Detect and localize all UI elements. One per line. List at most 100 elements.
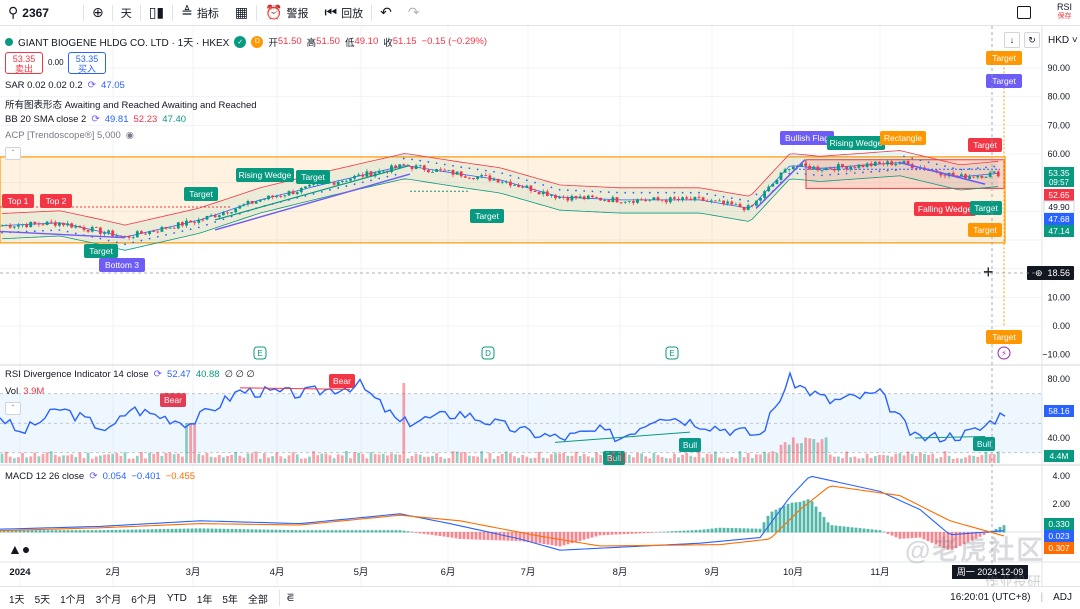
date-range-icon[interactable]: ⋷ bbox=[285, 591, 295, 605]
buy-button[interactable]: 53.35 买入 bbox=[68, 52, 106, 74]
macd-histogram-bar bbox=[902, 532, 906, 539]
sar-dot bbox=[542, 184, 545, 186]
interval-button[interactable]: 天 bbox=[113, 0, 140, 26]
scroll-down-button[interactable]: ↓ bbox=[1004, 32, 1020, 48]
bb-legend[interactable]: BB 20 SMA close 2 ⟳ 49.81 52.23 47.40 bbox=[5, 114, 186, 125]
macd-histogram-bar bbox=[562, 532, 566, 546]
macd-histogram-bar bbox=[94, 530, 98, 533]
layout-button[interactable]: ▦ bbox=[227, 0, 256, 26]
rsi-legend[interactable]: RSI Divergence Indicator 14 close ⟳ 52.4… bbox=[5, 369, 255, 380]
range-3m[interactable]: 3个月 bbox=[95, 594, 122, 606]
candle bbox=[82, 227, 86, 231]
volume-bar bbox=[439, 456, 443, 463]
sar-dot bbox=[173, 232, 176, 234]
candle bbox=[750, 205, 754, 206]
acp-legend[interactable]: ACP [Trendoscope®] 5,000 ◉ bbox=[5, 130, 134, 141]
redo-icon: ↷ bbox=[407, 4, 420, 20]
range-1y[interactable]: 1年 bbox=[196, 594, 213, 606]
range-1m[interactable]: 1个月 bbox=[60, 594, 86, 606]
layout-name-button[interactable]: RSI 保存 bbox=[1057, 2, 1072, 22]
macd-histogram-bar bbox=[850, 527, 854, 533]
price-axis[interactable]: 90.00 80.00 70.00 60.00 10.00 0.00 −10.00 53.35… bbox=[1027, 63, 1075, 554]
range-5y[interactable]: 5年 bbox=[222, 594, 238, 606]
sell-button[interactable]: 53.35 卖出 bbox=[5, 52, 43, 74]
collapse-legend-button[interactable]: ˆ bbox=[5, 147, 21, 160]
candle bbox=[599, 197, 602, 201]
collapse-vol-button[interactable]: ˆ bbox=[5, 402, 21, 415]
price-tag-bg bbox=[1044, 213, 1074, 225]
replay-button[interactable]: ⏮ 回放 bbox=[317, 0, 372, 26]
macd-histogram-bar bbox=[114, 529, 118, 533]
candle bbox=[123, 235, 127, 237]
time-axis-label: 7月 bbox=[521, 567, 536, 578]
macd-histogram-bar bbox=[614, 532, 618, 535]
compare-button[interactable]: ⊕ bbox=[84, 0, 112, 26]
candle bbox=[115, 235, 119, 237]
fullscreen-square-icon[interactable] bbox=[1016, 5, 1031, 19]
currency-select[interactable]: HKD ˅ bbox=[1048, 35, 1078, 46]
price-pane[interactable]: Top 1 Top 2 Target Bottom 3 Target Rising Wed… bbox=[0, 51, 1022, 465]
macd-histogram-bar bbox=[918, 532, 922, 538]
patterns-legend[interactable]: 所有图表形态 Awaiting and Reached Awaiting and… bbox=[5, 97, 257, 111]
range-ytd[interactable]: YTD bbox=[166, 592, 187, 604]
price-tag-value: 52.65 bbox=[1048, 190, 1070, 200]
volume-bar bbox=[800, 443, 803, 463]
target-label: Target bbox=[986, 51, 1022, 65]
sar-dot bbox=[197, 226, 200, 229]
candle bbox=[267, 195, 270, 200]
sar-legend[interactable]: SAR 0.02 0.02 0.2 ⟳ 47.05 bbox=[5, 80, 125, 91]
tradingview-logo-icon[interactable]: ▲● bbox=[8, 541, 31, 557]
candle bbox=[476, 176, 479, 180]
target-label-bg bbox=[986, 74, 1022, 88]
target-label: Target bbox=[968, 138, 1002, 152]
volume-bar bbox=[205, 453, 209, 463]
undo-button[interactable]: ↶ bbox=[372, 0, 400, 26]
clock-time[interactable]: 16:20:01 (UTC+8) bbox=[950, 592, 1031, 603]
event-marker-bg bbox=[253, 346, 267, 360]
chevron-up-icon: ˆ bbox=[11, 149, 15, 158]
candle bbox=[767, 186, 771, 192]
volume-bar bbox=[668, 458, 672, 463]
macd-pane[interactable] bbox=[0, 475, 1042, 551]
symbol-search[interactable]: ⚲ 2367 bbox=[0, 0, 57, 26]
sar-dot bbox=[739, 198, 741, 201]
candle bbox=[787, 169, 791, 170]
sar-dot bbox=[575, 189, 577, 192]
candle bbox=[914, 168, 918, 169]
target-label: Target bbox=[968, 223, 1002, 237]
sar-dot bbox=[501, 172, 504, 175]
redo-button[interactable]: ↷ bbox=[400, 0, 428, 26]
reset-scale-button[interactable]: ↻ bbox=[1024, 32, 1040, 48]
rsi-pane[interactable] bbox=[0, 370, 1042, 463]
volume-bar bbox=[955, 458, 959, 463]
candle bbox=[176, 222, 180, 229]
range-1d[interactable]: 1天 bbox=[9, 594, 25, 606]
instrument-legend: GIANT BIOGENE HLDG CO. LTD · 1天 · HKEX ✓… bbox=[5, 34, 487, 49]
price-tag-value: 53.35 bbox=[1048, 168, 1070, 178]
bull-label-text: Bull bbox=[607, 453, 621, 463]
candle bbox=[812, 166, 816, 170]
candle bbox=[595, 197, 598, 198]
volume-bar bbox=[964, 457, 967, 463]
range-5d[interactable]: 5天 bbox=[34, 594, 51, 606]
indicators-label: 指标 bbox=[196, 7, 219, 20]
adj-toggle[interactable]: ADJ bbox=[1053, 592, 1072, 603]
candle bbox=[837, 164, 840, 171]
volume-bar bbox=[271, 456, 274, 463]
macd-histogram-bar bbox=[726, 527, 730, 533]
macd-histogram-bar bbox=[942, 532, 946, 549]
chart-type-button[interactable]: ▯▮ bbox=[141, 0, 172, 26]
indicators-button[interactable]: ≜ 指标 bbox=[173, 0, 227, 26]
rsi-label: RSI Divergence Indicator 14 close bbox=[5, 369, 149, 380]
range-all[interactable]: 全部 bbox=[247, 594, 268, 606]
chart-canvas[interactable]: Top 1 Top 2 Target Bottom 3 Target Rising Wed… bbox=[0, 26, 1080, 586]
macd-legend[interactable]: MACD 12 26 close ⟳ 0.054 −0.401 −0.455 bbox=[5, 471, 195, 482]
macd-line-value: −0.401 bbox=[131, 471, 161, 482]
vol-legend[interactable]: Vol 3.9M bbox=[5, 386, 44, 397]
macd-histogram-bar bbox=[782, 505, 786, 533]
range-6m[interactable]: 6个月 bbox=[131, 594, 157, 606]
candle bbox=[394, 165, 397, 168]
alert-button[interactable]: ⏰ 警报 bbox=[257, 0, 316, 26]
price-tag: 47.68 bbox=[1044, 213, 1074, 225]
sar-dot bbox=[657, 191, 659, 194]
